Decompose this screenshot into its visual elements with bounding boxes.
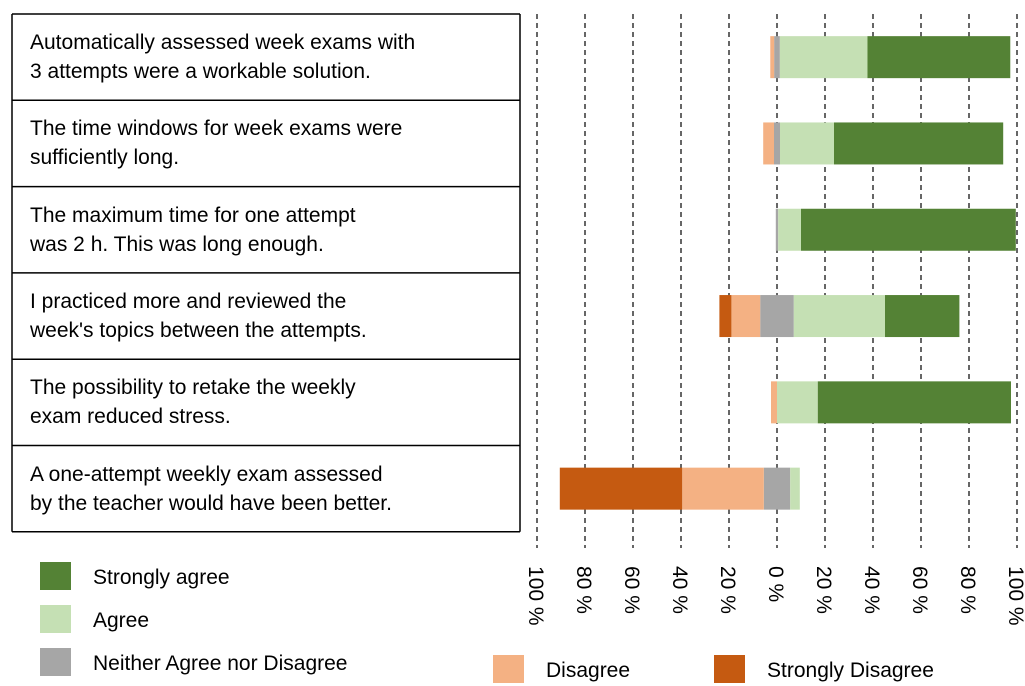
legend-label: Strongly agree	[93, 566, 230, 589]
statement: I practiced more and reviewed the week's…	[30, 289, 367, 342]
bar-segment	[817, 381, 1011, 424]
bar-segment	[763, 467, 791, 510]
bar-segment	[779, 36, 868, 79]
bar-segment	[719, 295, 732, 338]
x-tick-label: 40 %	[668, 566, 691, 614]
bar-segment	[790, 467, 800, 510]
bar-segment	[801, 208, 1016, 251]
x-tick-label: 20 %	[812, 566, 835, 614]
statement: The possibility to retake the weekly exa…	[30, 376, 356, 429]
legend-swatch	[40, 648, 71, 676]
legend-swatch	[40, 562, 71, 590]
bar-segment	[780, 122, 834, 165]
bar-segment	[777, 381, 818, 424]
bar-segment	[559, 467, 683, 510]
bar-segment	[763, 122, 774, 165]
statement: The maximum time for one attempt was 2 h…	[30, 203, 356, 256]
bar-segment	[793, 295, 885, 338]
x-tick-label: 80 %	[956, 566, 979, 614]
bar-segment	[774, 36, 780, 79]
bar-segment	[885, 295, 960, 338]
x-tick-label: 0 %	[764, 566, 787, 602]
legend-swatch	[493, 655, 524, 683]
legend-label: Disagree	[546, 659, 630, 682]
bar-segment	[771, 381, 777, 424]
x-tick-label: 100 %	[524, 566, 547, 626]
bar-segment	[775, 208, 779, 251]
bar-segment	[774, 122, 780, 165]
x-tick-label: 20 %	[716, 566, 739, 614]
legend-swatch	[714, 655, 745, 683]
bar-segment	[770, 36, 775, 79]
statement: A one-attempt weekly exam assessed by th…	[30, 462, 392, 515]
bar-segment	[731, 295, 761, 338]
bar-segment	[867, 36, 1011, 79]
bar-segment	[834, 122, 1004, 165]
x-tick-label: 60 %	[620, 566, 643, 614]
statement: Automatically assessed week exams with 3…	[30, 31, 416, 83]
legend-label: Strongly Disagree	[767, 659, 934, 682]
x-tick-label: 80 %	[572, 566, 595, 614]
x-tick-label: 100 %	[1004, 566, 1025, 626]
x-tick-label: 60 %	[908, 566, 931, 614]
bar-segment	[682, 467, 764, 510]
legend-label: Neither Agree nor Disagree	[93, 652, 347, 675]
statement: The time windows for week exams were suf…	[30, 117, 403, 170]
legend-label: Agree	[93, 609, 149, 632]
x-tick-label: 40 %	[860, 566, 883, 614]
legend-swatch	[40, 605, 71, 633]
bar-segment	[778, 208, 801, 251]
bar-segment	[760, 295, 794, 338]
